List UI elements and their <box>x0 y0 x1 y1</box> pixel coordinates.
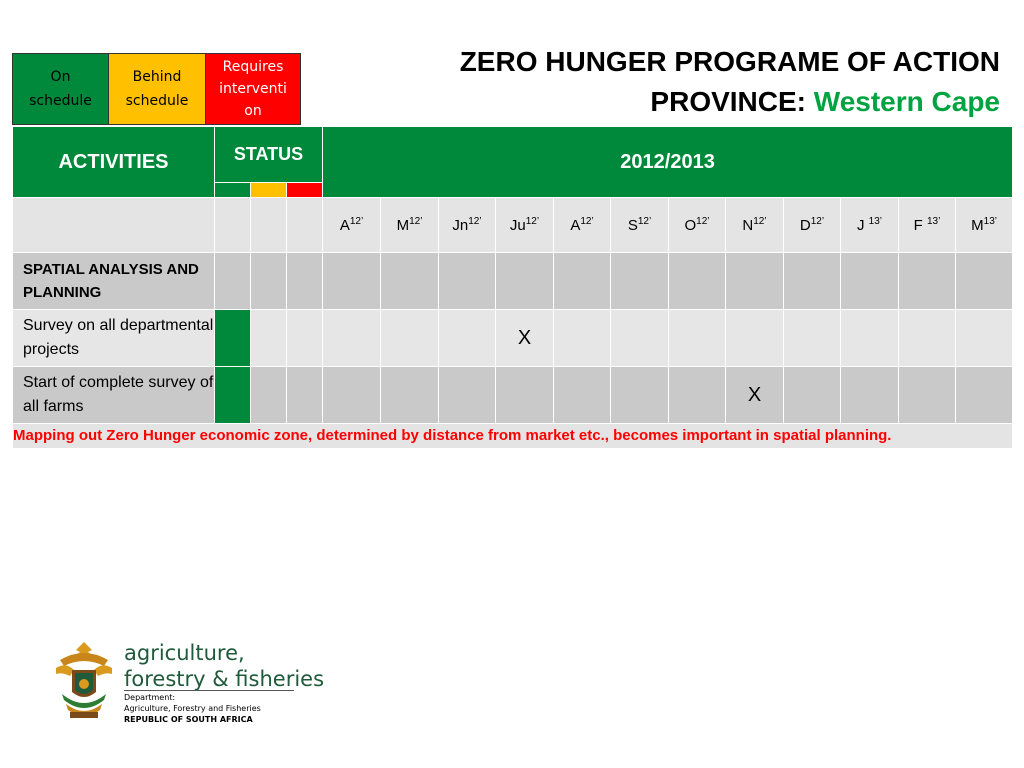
activity-label: Start of complete survey of all farms <box>12 366 215 424</box>
month-cell: F 13’ <box>898 197 957 253</box>
progress-mark: X <box>495 309 555 367</box>
department-details-line1: Department: <box>124 693 176 702</box>
table-row: Survey on all departmental projects X <box>12 309 1014 367</box>
note-text: Mapping out Zero Hunger economic zone, d… <box>11 423 1014 449</box>
month-cell: D12’ <box>783 197 842 253</box>
status-swatch-yellow <box>250 181 287 199</box>
department-name-line1: agriculture, <box>124 641 245 665</box>
status-cell-green <box>214 309 251 367</box>
activity-label: Survey on all departmental projects <box>12 309 215 367</box>
month-cell: A12’ <box>553 197 612 253</box>
legend-requires-intervention: Requires interventi on <box>206 53 301 125</box>
month-row: A12’ M12’ Jn12’ Ju12’ A12’ S12’ O12’ N12… <box>12 197 1014 253</box>
legend-on-schedule-label: On schedule <box>29 69 92 109</box>
activities-header: ACTIVITIES <box>12 126 215 198</box>
legend-behind-schedule: Behind schedule <box>109 53 206 125</box>
month-cell: Jn12’ <box>438 197 497 253</box>
title-line1: ZERO HUNGER PROGRAME OF ACTION <box>459 46 1000 77</box>
month-cell: S12’ <box>610 197 670 253</box>
month-row-status-1 <box>214 197 251 253</box>
month-row-status-3 <box>285 197 324 253</box>
month-row-status-2 <box>250 197 287 253</box>
province-name: Western Cape <box>813 86 1000 117</box>
header-row: ACTIVITIES STATUS 2012/2013 <box>12 126 1014 198</box>
month-cell: M13’ <box>955 197 1014 253</box>
status-cell-green <box>214 366 251 424</box>
department-name: agriculture, forestry & fisheries <box>124 640 324 692</box>
section-row: SPATIAL ANALYSIS AND PLANNING <box>12 252 1014 310</box>
month-cell: Ju12’ <box>495 197 555 253</box>
action-table: ACTIVITIES STATUS 2012/2013 A12’ M12’ Jn… <box>11 126 1014 449</box>
status-swatch-green <box>214 181 251 199</box>
note-row: Mapping out Zero Hunger economic zone, d… <box>11 423 1014 449</box>
month-cell: A12’ <box>322 197 382 253</box>
month-cell: O12’ <box>668 197 727 253</box>
period-header: 2012/2013 <box>322 126 1014 198</box>
title-line2: PROVINCE: Western Cape <box>460 82 1000 122</box>
status-header: STATUS <box>213 126 324 183</box>
department-name-line2: forestry & fisheries <box>124 667 325 691</box>
province-label: PROVINCE: <box>650 86 806 117</box>
month-row-blank <box>12 197 215 253</box>
legend-behind-schedule-label: Behind schedule <box>125 69 189 109</box>
month-cell: M12’ <box>380 197 440 253</box>
department-details-line3: REPUBLIC OF SOUTH AFRICA <box>124 715 253 724</box>
status-swatch-red <box>285 181 324 199</box>
table-row: Start of complete survey of all farms X <box>12 366 1014 424</box>
month-cell: N12’ <box>725 197 785 253</box>
department-details-line2: Agriculture, Forestry and Fisheries <box>124 704 261 713</box>
department-divider <box>124 690 294 691</box>
coat-of-arms-icon <box>56 642 112 718</box>
legend-requires-intervention-label: Requires interventi on <box>219 59 287 119</box>
coat-of-arms-logo <box>52 640 116 727</box>
status-swatch-row <box>13 181 1013 199</box>
status-legend: On schedule Behind schedule Requires int… <box>12 53 301 125</box>
department-details: Department: Agriculture, Forestry and Fi… <box>124 692 261 725</box>
section-title: SPATIAL ANALYSIS AND PLANNING <box>12 252 215 310</box>
month-cell: J 13’ <box>840 197 900 253</box>
legend-on-schedule: On schedule <box>12 53 109 125</box>
page-title: ZERO HUNGER PROGRAME OF ACTION PROVINCE:… <box>460 42 1000 122</box>
progress-mark: X <box>725 366 785 424</box>
